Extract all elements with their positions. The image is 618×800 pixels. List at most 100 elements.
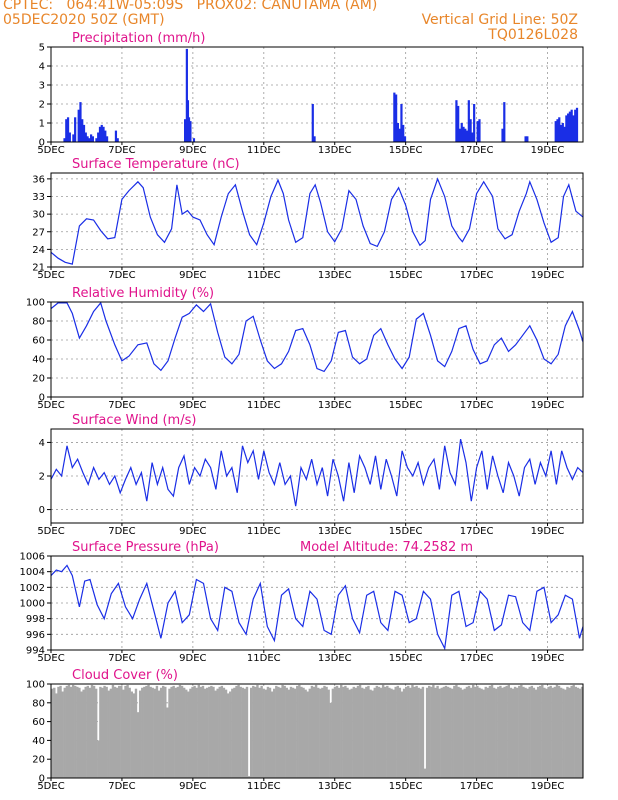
x-tick-label: 7DEC [108,781,135,792]
y-tick-label: 996 [26,630,45,641]
cloud-bar [486,687,490,778]
y-tick-label: 27 [32,227,45,238]
precip-bar [88,138,91,142]
x-tick-label: 19DEC [531,653,565,664]
precip-bar [473,104,476,142]
cloud-bar [270,691,274,778]
cloud-bar [459,687,462,778]
precip-bar [313,136,316,142]
cloud-bar [92,685,96,778]
panel-title: Cloud Cover (%) [72,668,178,683]
y-tick-label: 100 [26,298,45,309]
cloud-bar [201,685,205,778]
cloud-bar [289,686,293,778]
precip-bar [81,119,84,142]
precip-bar [105,136,109,142]
cloud-bar [354,687,358,778]
x-tick-label: 11DEC [247,400,281,411]
cloud-bar [212,686,215,778]
cloud-bar [262,688,265,778]
x-tick-label: 13DEC [318,653,352,664]
cloud-bar [157,690,161,778]
y-tick-label: 33 [32,192,45,203]
cloud-bar [229,691,232,778]
cloud-bar [350,688,353,778]
x-tick-label: 13DEC [318,270,352,281]
cloud-bar [208,686,211,778]
x-tick-label: 9DEC [179,653,206,664]
precip-bar [556,119,559,142]
cloud-bar [331,688,335,778]
cloud-bar [97,740,100,778]
cloud-bar [279,687,282,778]
plot-frame [50,301,584,398]
cloud-bar [55,693,58,778]
x-tick-label: 19DEC [531,526,565,537]
cloud-bar [513,686,517,778]
cloud-bar [388,687,391,778]
x-tick-label: 7DEC [108,145,135,156]
cloud-bar [132,693,136,778]
cloud-bar [317,687,320,778]
cloud-bar [490,684,494,778]
precip-bar [501,128,504,142]
cloud-bar [509,687,513,778]
cloud-bar [185,689,188,778]
cloud-bar [308,688,312,778]
cloud-bar [327,689,330,778]
precip-bar [462,126,465,142]
cloud-bar [151,687,154,778]
cloud-bar [448,687,452,778]
precip-bar [90,134,93,142]
cloud-bar [67,684,71,778]
cloud-bar [369,689,372,778]
y-tick-label: 21 [32,263,45,274]
cloud-bar [417,687,420,778]
cloud-bar [488,685,492,778]
cloud-bar [189,688,192,778]
cloud-bar [363,688,366,778]
cloud-bar [174,687,177,778]
precip-bar [400,104,403,142]
cloud-bar [264,689,268,778]
precip-bar [563,126,566,142]
precip-bar [398,128,401,142]
cloud-bar [404,686,408,778]
cloud-bar [71,684,75,778]
x-tick-label: 5DEC [37,400,64,411]
plot-frame [50,172,584,268]
precip-bar [465,130,469,142]
y-tick-label: 2 [39,472,45,483]
precip-bar [395,94,398,142]
precip-bar [100,124,103,142]
plot-frame [50,46,584,143]
x-tick-label: 15DEC [389,270,423,281]
cloud-bar [430,686,433,778]
panel-title: Precipitation (mm/h) [72,31,205,46]
precip-bar [575,107,579,142]
plot-frame [50,683,584,779]
y-tick-label: 1 [39,119,45,130]
cloud-bar [386,685,389,778]
cloud-bar [497,686,500,778]
precip-bar [74,117,77,142]
x-tick-label: 7DEC [108,526,135,537]
y-tick-label: 20 [32,755,45,766]
cloud-bar [233,687,236,778]
x-tick-label: 9DEC [179,400,206,411]
cloud-bar [118,685,121,778]
cloud-bar [122,689,125,778]
precip-bar [98,126,102,142]
precip-bar [63,138,66,142]
x-tick-label: 17DEC [460,526,494,537]
cloud-bar [463,688,467,778]
precip-bar [393,92,396,142]
cloud-bar [471,684,475,778]
precip-bar [192,138,196,142]
cloud-bar [329,702,332,778]
cloud-bar [281,684,284,778]
cloud-bar [277,686,280,778]
y-tick-label: 60 [32,336,45,347]
cloud-bar [526,688,529,778]
cloud-bar [191,686,194,778]
